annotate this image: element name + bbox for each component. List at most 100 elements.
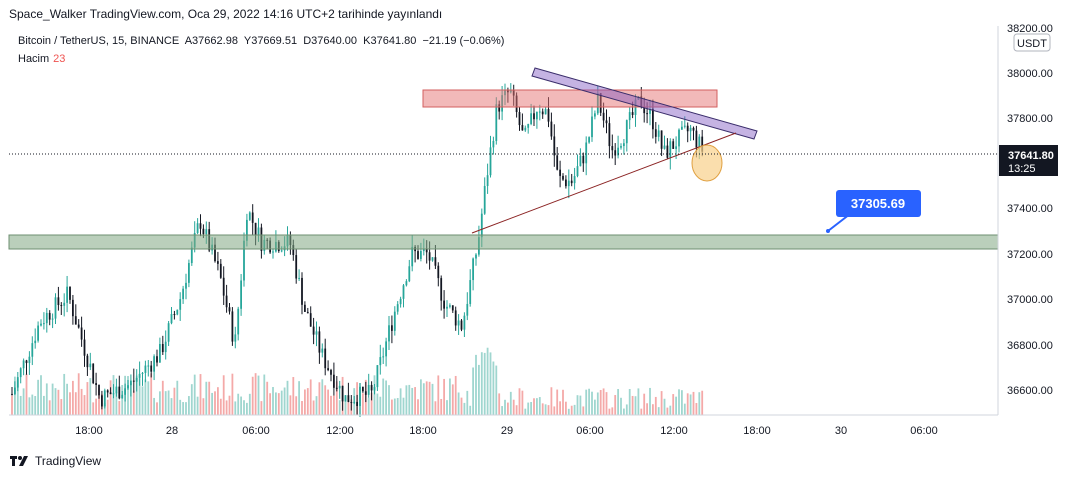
volume-bars [11, 347, 704, 415]
volume-bar [611, 407, 614, 415]
candle-body [106, 390, 109, 393]
upper-trendline[interactable] [531, 67, 758, 140]
volume-bar [170, 398, 173, 415]
volume-bar [530, 402, 532, 415]
volume-bar [156, 402, 158, 415]
close-value: K37641.80 [363, 35, 417, 47]
candle-body [425, 249, 428, 253]
candle-body [298, 277, 300, 279]
candle-body [608, 123, 611, 147]
volume-bar [460, 397, 463, 415]
candle-body [254, 222, 257, 235]
volume-bar [486, 347, 489, 415]
tradingview-logo[interactable]: TradingView [10, 454, 101, 468]
volume-bar [628, 389, 631, 415]
volume-bar [669, 405, 672, 415]
volume-bar [434, 401, 437, 415]
candle-body [51, 318, 54, 320]
volume-bar [301, 400, 303, 415]
candle-body [199, 223, 202, 229]
volume-bar [515, 405, 518, 415]
resistance-zone[interactable] [422, 89, 718, 108]
volume-bar [335, 381, 338, 415]
last-price-label: 37641.80 [1008, 150, 1054, 162]
candle-body [544, 109, 547, 115]
candle-body [565, 179, 567, 187]
volume-bar [150, 373, 153, 415]
volume-bar [402, 397, 405, 415]
candle-body [480, 213, 483, 238]
symbol-legend[interactable]: Bitcoin / TetherUS, 15, BINANCE A37662.9… [18, 35, 504, 47]
price-callout-box[interactable] [836, 190, 921, 217]
candle-body [570, 180, 573, 184]
volume-bar [556, 389, 559, 415]
volume-bar [478, 364, 480, 415]
volume-bar [45, 383, 48, 415]
candle-body [472, 258, 474, 281]
candle-body [86, 355, 89, 368]
lower-trendline[interactable] [471, 132, 737, 234]
volume-bar [382, 378, 385, 415]
time-axis[interactable]: 18:00 28 06:00 12:00 18:00 29 06:00 12:00 18:00 3… [75, 425, 938, 437]
volume-bar [550, 387, 553, 415]
volume-bar [411, 387, 414, 415]
volume-bar [121, 384, 124, 415]
candle-body [370, 384, 373, 391]
candle-body [170, 314, 173, 324]
volume-bar [60, 399, 63, 415]
volume-bar [173, 387, 176, 415]
volume-bar [222, 375, 225, 415]
candle-body [692, 127, 695, 131]
volume-bar [318, 382, 321, 415]
volume-bar [449, 378, 451, 415]
volume-bar [567, 408, 570, 415]
candle-body [625, 120, 628, 144]
volume-bar [422, 383, 425, 415]
volume-bar [51, 383, 54, 415]
volume-bar [147, 381, 150, 415]
volume-bar [179, 399, 182, 415]
candle-body [367, 384, 370, 395]
currency-label: USDT [1017, 38, 1047, 50]
candle-body [402, 285, 405, 299]
volume-bar [135, 375, 138, 415]
candle-body [138, 373, 141, 378]
volume-bar [309, 379, 312, 415]
volume-bar [379, 396, 382, 415]
volume-bar [80, 388, 83, 415]
volume-bar [698, 392, 701, 415]
candle-body [623, 143, 625, 147]
candle-body [344, 395, 347, 402]
candle-body [353, 401, 356, 403]
volume-bar [22, 388, 25, 415]
candle-body [115, 386, 118, 394]
volume-bar [425, 381, 428, 415]
volume-bar [489, 352, 492, 415]
support-zone[interactable] [8, 234, 999, 250]
currency-badge[interactable] [1013, 33, 1051, 52]
candle-body [376, 365, 379, 388]
volume-bar [420, 379, 422, 415]
last-price-badge [999, 145, 1058, 176]
volume-bar [463, 402, 466, 415]
candle-body [182, 288, 184, 300]
highlight-circle[interactable] [691, 144, 723, 182]
volume-bar [527, 402, 530, 415]
volume-bar [164, 391, 167, 415]
candle-body [538, 111, 541, 113]
candle-body [654, 129, 657, 137]
candle-body [463, 315, 466, 330]
price-axis[interactable]: 38200.00 38000.00 37800.00 37400.00 37200.00… [1007, 23, 1053, 397]
volume-bar [538, 397, 541, 415]
volume-bar [43, 395, 45, 415]
candle-body [16, 377, 19, 388]
candle-body [118, 386, 121, 399]
volume-bar [562, 389, 564, 415]
volume-bar [498, 393, 501, 415]
candle-body [205, 229, 208, 235]
volume-bar [86, 382, 89, 415]
volume-legend[interactable]: Hacim 23 [18, 53, 65, 65]
volume-bar [254, 373, 257, 415]
volume-bar [483, 352, 486, 415]
volume-bar [596, 392, 599, 415]
